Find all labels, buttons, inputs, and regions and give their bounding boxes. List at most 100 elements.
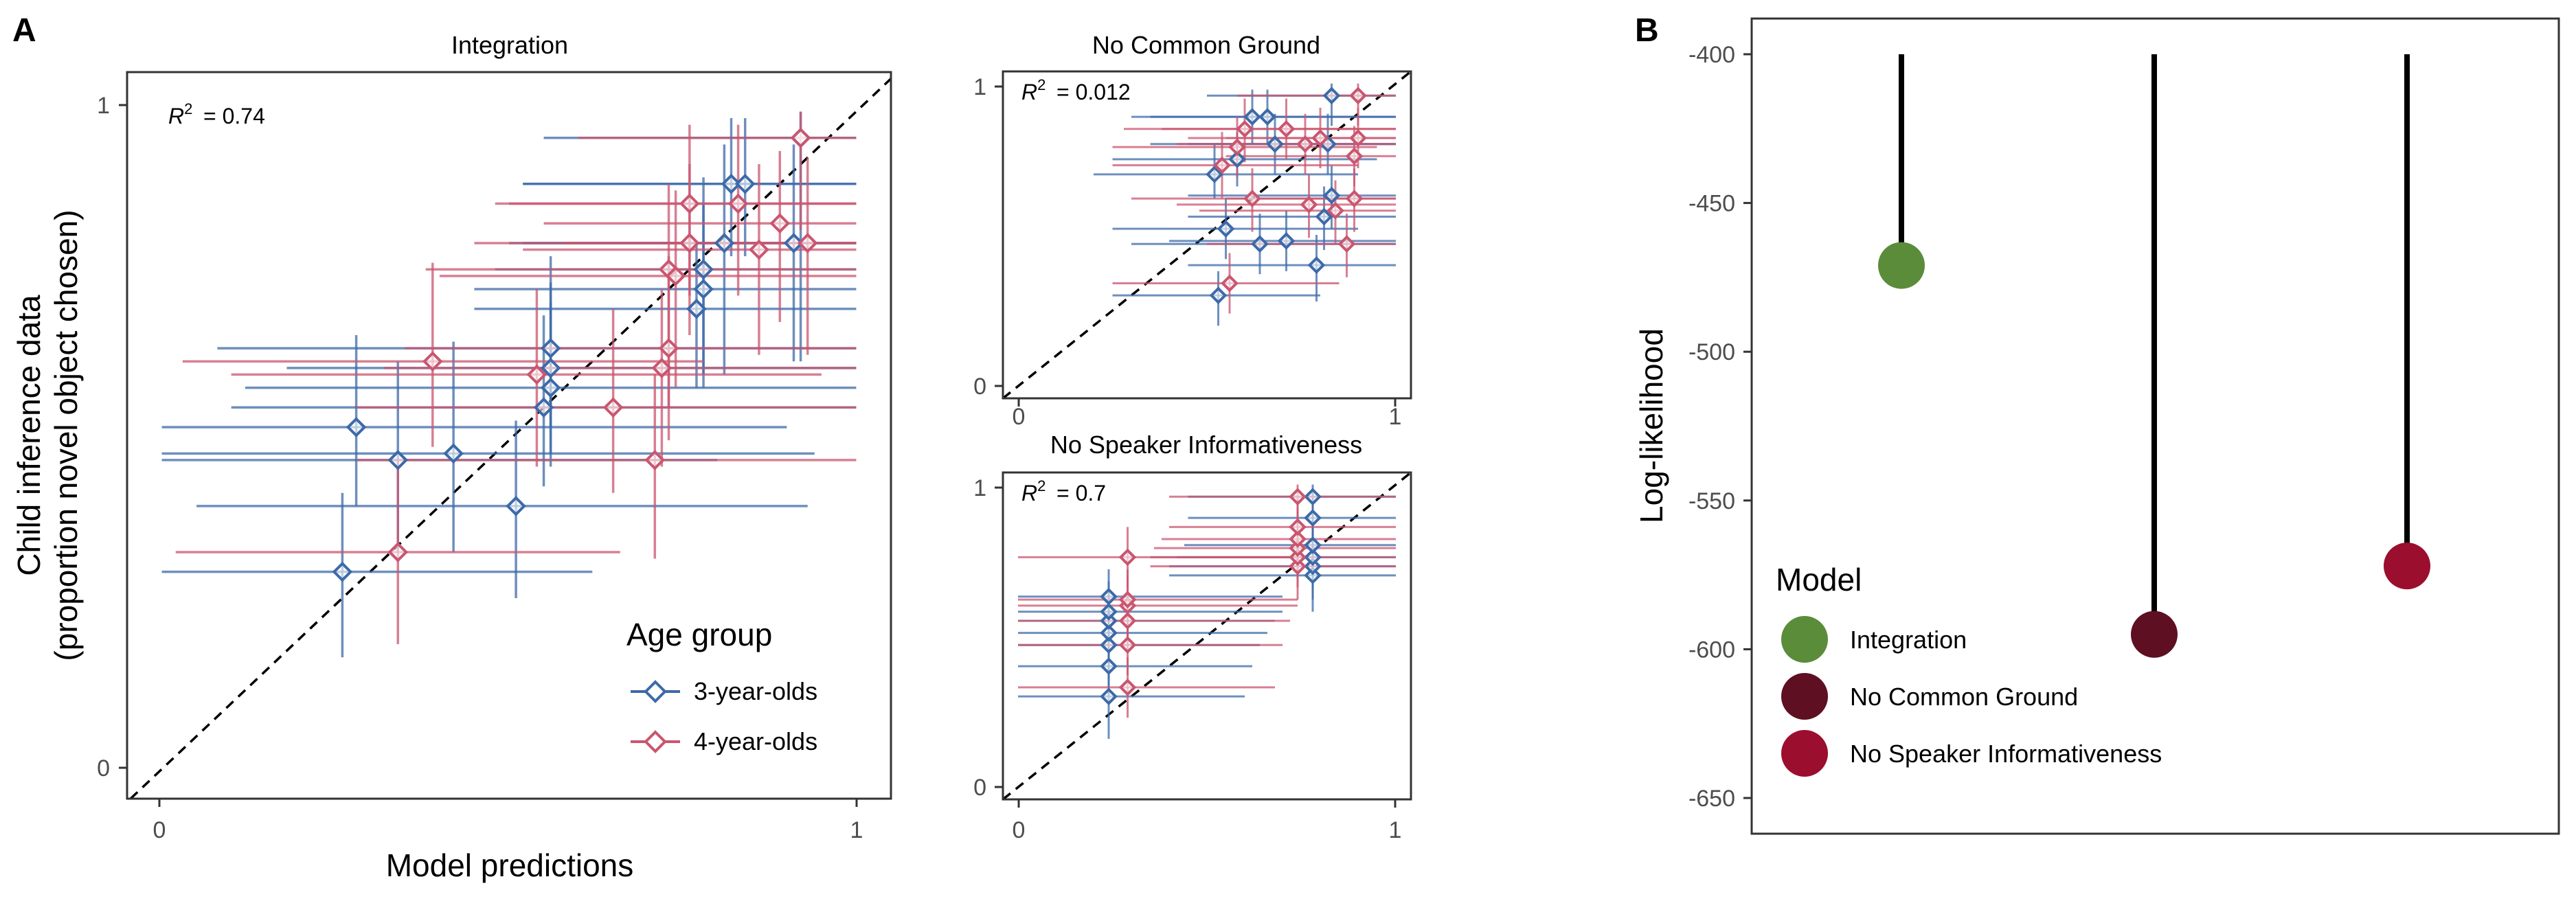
integration-point-s0-p3 [443, 443, 464, 464]
integration-marks [129, 78, 892, 800]
integration-point-s1-p9 [679, 233, 700, 253]
nsi-point-s1-p9 [1289, 530, 1307, 548]
nsi-point-s1-p2 [1118, 612, 1137, 630]
ncg-point-s0-p10 [1315, 207, 1333, 226]
integration-point-s0-p2 [387, 450, 409, 470]
legend-label-integration: Integration [1850, 626, 1967, 654]
integration-point-s1-p13 [769, 213, 791, 234]
ncg-point-s0-p0 [1206, 166, 1223, 183]
integration-point-s0-p10 [693, 279, 714, 299]
legend-label-no-speaker-informativeness: No Speaker Informativeness [1850, 740, 2162, 768]
no-common-ground-title: No Common Ground [1092, 31, 1320, 59]
ll-ytick-3: -550 [1688, 488, 1735, 514]
nsi-xtick-1: 1 [1389, 817, 1402, 843]
nsi-point-s0-p3 [1100, 624, 1118, 642]
legend-diamond-3-year-olds [644, 680, 667, 703]
integration-point-s0-p8 [540, 338, 561, 358]
ncg-point-s1-p5 [1277, 119, 1296, 138]
ncg-point-s1-p4 [1243, 190, 1261, 207]
no-speaker-informativeness-r2-value: = 0.7 [1057, 481, 1106, 505]
ncg-point-s1-p14 [1349, 87, 1367, 105]
integration-point-s0-p5 [533, 397, 554, 418]
ncg-ytick-0: 0 [973, 374, 986, 400]
integration-xtick-1: 1 [850, 817, 863, 843]
integration-point-s1-p11 [727, 193, 749, 214]
integration-point-s1-p10 [679, 193, 700, 214]
integration-frame [126, 71, 892, 800]
ll-point-1 [2131, 611, 2178, 658]
integration-y-axis-label-line1: Child inference data [11, 295, 47, 576]
nsi-point-s1-p6 [1289, 557, 1307, 575]
ncg-point-s1-p6 [1296, 135, 1314, 153]
no-speaker-informativeness-plot: No Speaker Informativeness R2 = 0.7 0 1 … [973, 431, 1412, 843]
ncg-point-s0-p5 [1251, 235, 1269, 253]
model-legend-title: Model [1776, 562, 1862, 597]
ncg-point-s0-p7 [1266, 135, 1284, 153]
nsi-point-s1-p8 [1289, 539, 1307, 558]
nsi-point-s0-p1 [1100, 657, 1118, 675]
nsi-point-s1-p1 [1118, 636, 1137, 654]
log-likelihood-y-ticks: -400 -450 -500 -550 -600 -650 [1688, 42, 1752, 812]
integration-point-s1-p1 [422, 351, 443, 372]
nsi-point-s1-p7 [1289, 548, 1307, 567]
integration-ytick-0: 0 [97, 755, 110, 782]
integration-r2-value: = 0.74 [203, 104, 265, 128]
ncg-point-s0-p4 [1243, 108, 1261, 126]
integration-point-s1-p8 [665, 265, 686, 286]
no-common-ground-frame [1002, 70, 1412, 400]
nsi-point-s0-p2 [1100, 636, 1118, 654]
ncg-point-s1-p10 [1337, 235, 1356, 253]
integration-plot: Integration R2 = 0.74 0 1 0 1 Model pred… [11, 31, 892, 883]
legend-item-3-year-olds: 3-year-olds [631, 677, 817, 705]
log-likelihood-marks [1878, 54, 2430, 658]
nsi-point-s1-p10 [1289, 518, 1307, 536]
ncg-point-s1-p7 [1300, 196, 1318, 214]
ncg-point-s1-p0 [1213, 156, 1231, 174]
legend-dot-no-speaker-informativeness [1781, 730, 1828, 777]
legend-item-4-year-olds: 4-year-olds [631, 727, 817, 755]
integration-point-s0-p11 [693, 259, 714, 280]
ncg-point-s0-p1 [1209, 286, 1228, 304]
integration-ytick-1: 1 [97, 93, 110, 119]
nsi-point-s0-p11 [1304, 509, 1322, 527]
legend-item-integration: Integration [1781, 616, 1967, 663]
log-likelihood-y-axis-label: Log-likelihood [1634, 328, 1669, 523]
integration-point-s0-p0 [332, 561, 353, 582]
ncg-point-s1-p8 [1311, 129, 1329, 147]
integration-point-s0-p1 [346, 417, 367, 437]
panel-label-a: A [12, 12, 36, 49]
legend-dot-no-common-ground [1781, 673, 1828, 720]
ncg-point-s1-p9 [1326, 201, 1344, 220]
legend-label-3-year-olds: 3-year-olds [694, 677, 817, 705]
integration-point-s0-p4 [506, 496, 526, 516]
ncg-point-s0-p9 [1307, 256, 1326, 274]
ll-ytick-4: -600 [1688, 637, 1735, 663]
nsi-point-s1-p0 [1118, 678, 1137, 696]
nsi-ytick-1: 1 [973, 475, 986, 501]
nsi-point-s0-p10 [1304, 536, 1322, 554]
integration-point-s0-p7 [540, 358, 561, 378]
ncg-point-s0-p2 [1217, 220, 1235, 238]
ncg-point-s0-p13 [1322, 186, 1341, 205]
legend-label-4-year-olds: 4-year-olds [694, 727, 817, 755]
integration-point-s1-p2 [526, 364, 547, 385]
no-speaker-informativeness-title: No Speaker Informativeness [1050, 431, 1362, 459]
integration-point-s0-p15 [783, 233, 804, 253]
ll-ytick-0: -400 [1688, 42, 1735, 68]
integration-point-s0-p13 [721, 173, 742, 194]
ncg-point-s1-p2 [1228, 138, 1246, 157]
no-common-ground-marks [1002, 70, 1412, 400]
no-common-ground-plot: No Common Ground R2 = 0.012 0 1 0 1 [973, 31, 1412, 430]
integration-y-axis-label-line2: (proportion novel object chosen) [48, 209, 84, 661]
nsi-point-s0-p12 [1304, 488, 1322, 506]
log-likelihood-frame [1750, 17, 2560, 835]
integration-point-s1-p0 [387, 542, 409, 562]
no-speaker-informativeness-marks [1002, 471, 1412, 801]
nsi-point-s0-p8 [1304, 557, 1322, 575]
integration-point-s1-p6 [658, 338, 679, 358]
ncg-point-s1-p11 [1345, 190, 1364, 207]
integration-point-s1-p4 [644, 450, 666, 470]
ncg-ytick-1: 1 [973, 74, 986, 100]
